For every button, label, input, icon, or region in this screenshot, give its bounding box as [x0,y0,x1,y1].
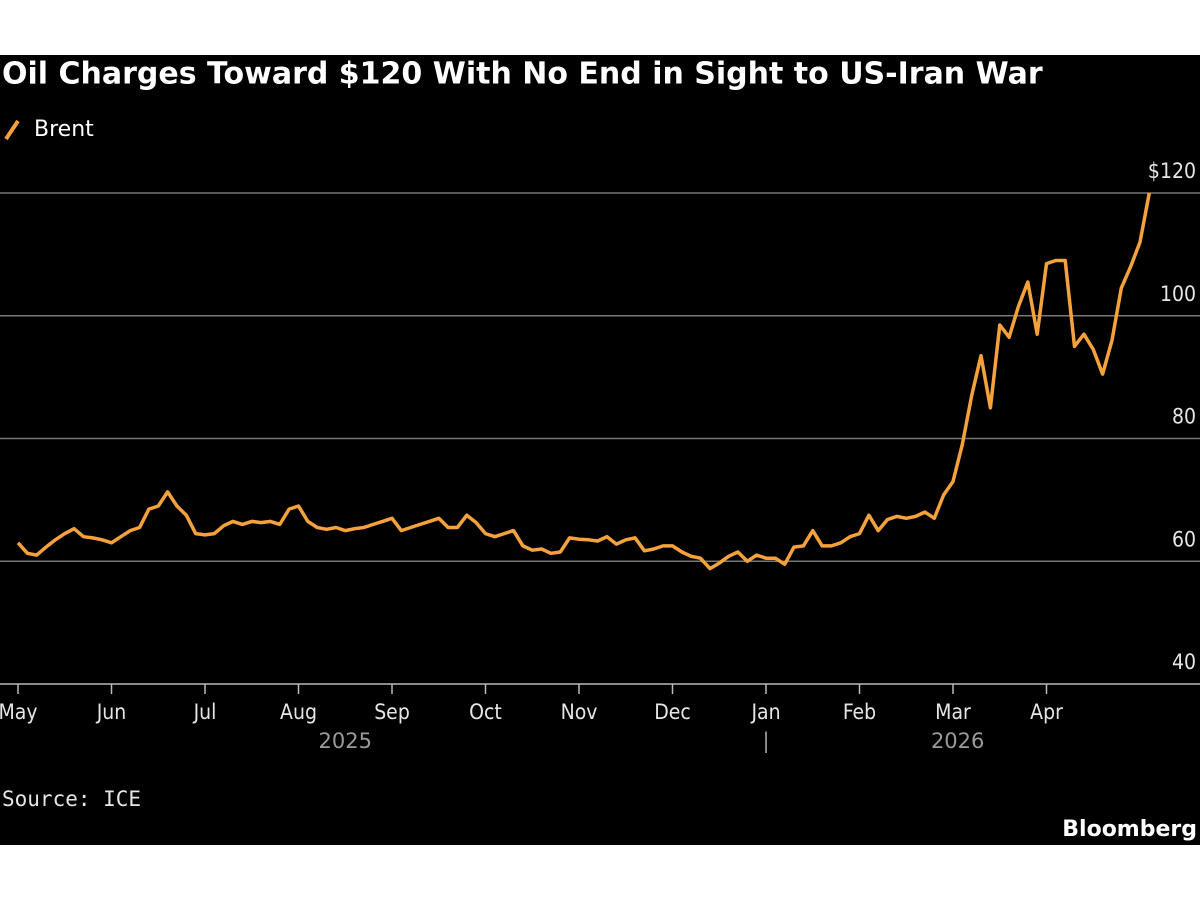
x-tick-label: Jan [750,700,780,724]
chart-background [0,55,1200,845]
x-tick-label: Nov [561,700,598,724]
y-tick-label: 60 [1172,527,1196,551]
x-tick-label: Jul [193,700,217,724]
x-tick-label: Dec [654,700,691,724]
x-tick-label: Feb [843,700,876,724]
x-tick-label: Aug [280,700,317,724]
y-tick-label: 40 [1172,650,1196,674]
chart-title: Oil Charges Toward $120 With No End in S… [2,57,1043,92]
y-tick-label: 80 [1172,405,1196,429]
x-tick-label: May [0,700,38,724]
line [16,192,1152,571]
y-tick-label: $120 [1148,159,1196,183]
x-tick-label: Mar [935,700,971,724]
x-group-label: 2025 [319,729,372,753]
x-tick-label: Oct [469,700,502,724]
source: Source: ICE [2,787,141,811]
legend-swatch [4,119,20,141]
x-tick-label: Sep [374,700,410,724]
y-tick-label: 100 [1160,282,1196,306]
x-group-label: 2026 [931,729,984,753]
x-group-label: | [762,729,769,754]
x-tick-label: Apr [1030,700,1063,724]
x-tick-label: Jun [96,700,127,724]
legend-label: Brent [34,117,94,142]
brand: Bloomberg [1062,817,1197,842]
